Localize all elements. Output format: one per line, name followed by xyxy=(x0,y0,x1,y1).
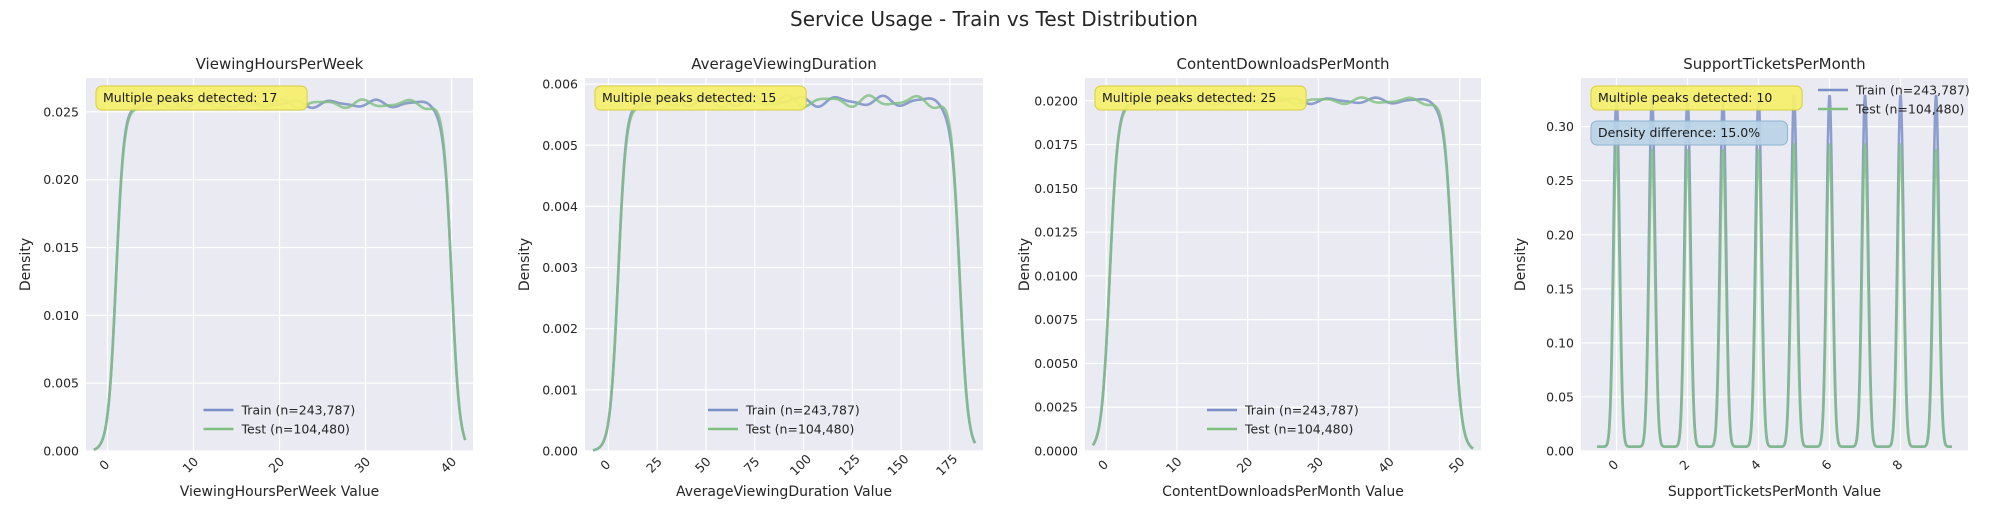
annotation-text-peaks: Multiple peaks detected: 17 xyxy=(103,90,277,105)
x-tick-label: 0 xyxy=(597,457,613,473)
x-tick-label: 30 xyxy=(1304,454,1326,476)
x-tick-label: 10 xyxy=(179,454,201,476)
legend-label-test: Test (n=104,480) xyxy=(1244,422,1353,437)
legend-label-test: Test (n=104,480) xyxy=(1855,102,1964,117)
y-tick-label: 0.006 xyxy=(542,77,578,92)
y-tick-label: 0.0150 xyxy=(1034,181,1078,196)
figure-title: Service Usage - Train vs Test Distributi… xyxy=(790,7,1198,31)
annotation-box-peaks xyxy=(95,85,308,111)
plot-area xyxy=(585,78,983,451)
y-axis-label: Density xyxy=(1513,238,1529,291)
chart-panel-4: 0.00 0.05 0.10 0.15 0.20 0.25 0.30 0 2 4 6 8 Support… xyxy=(1513,55,1970,500)
panel-title: AverageViewingDuration xyxy=(691,55,877,73)
x-tick-label: 8 xyxy=(1889,457,1905,473)
y-tick-label: 0.0175 xyxy=(1034,137,1078,152)
y-tick-label: 0.20 xyxy=(1546,227,1574,242)
y-tick-label: 0.0000 xyxy=(1034,444,1078,459)
y-tick-label: 0.0050 xyxy=(1034,356,1078,371)
legend-label-test: Test (n=104,480) xyxy=(745,422,854,437)
x-tick-label: 20 xyxy=(1234,454,1256,476)
y-tick-label: 0.000 xyxy=(43,444,79,459)
y-axis-label: Density xyxy=(1017,238,1033,291)
x-tick-label: 175 xyxy=(933,451,960,478)
y-tick-label: 0.002 xyxy=(542,321,578,336)
annotation-text-diff: Density difference: 15.0% xyxy=(1598,125,1760,140)
y-tick-label: 0.003 xyxy=(542,260,578,275)
panel-title: ViewingHoursPerWeek xyxy=(196,55,364,73)
x-tick-label: 50 xyxy=(692,454,714,476)
legend-label-train: Train (n=243,787) xyxy=(745,403,860,418)
x-axis-label: SupportTicketsPerMonth Value xyxy=(1668,484,1881,500)
panel-title: SupportTicketsPerMonth xyxy=(1683,55,1865,73)
legend-label-test: Test (n=104,480) xyxy=(241,422,350,437)
x-tick-label: 10 xyxy=(1163,454,1185,476)
y-tick-label: 0.10 xyxy=(1546,335,1574,350)
x-tick-label: 100 xyxy=(787,451,815,479)
annotation-box-peaks xyxy=(1094,85,1307,111)
annotation-text-peaks: Multiple peaks detected: 15 xyxy=(602,90,776,105)
legend-label-train: Train (n=243,787) xyxy=(1244,403,1359,418)
y-tick-label: 0.15 xyxy=(1546,281,1574,296)
chart-panel-2: 0.000 0.001 0.002 0.003 0.004 0.005 0.006 0 25 50… xyxy=(517,55,983,500)
y-tick-label: 0.25 xyxy=(1546,173,1574,188)
series-line-test xyxy=(1596,143,1953,448)
annotation-text-peaks: Multiple peaks detected: 25 xyxy=(1102,90,1276,105)
y-tick-label: 0.0200 xyxy=(1034,93,1078,108)
plot-area xyxy=(1085,78,1481,451)
y-axis-label: Density xyxy=(18,238,34,291)
annotation-box-peaks xyxy=(1590,85,1803,111)
y-tick-label: 0.30 xyxy=(1546,119,1574,134)
chart-panel-1: 0.000 0.005 0.010 0.015 0.020 0.025 0 10 20 30 40 V… xyxy=(18,55,473,500)
legend-label-train: Train (n=243,787) xyxy=(241,403,356,418)
x-tick-label: 4 xyxy=(1747,457,1763,473)
y-tick-label: 0.0100 xyxy=(1034,268,1078,283)
legend-label-train: Train (n=243,787) xyxy=(1855,83,1970,98)
y-tick-label: 0.020 xyxy=(43,172,79,187)
x-tick-label: 125 xyxy=(835,451,862,478)
annotation-box-diff xyxy=(1590,120,1788,146)
y-tick-label: 0.001 xyxy=(542,382,578,397)
y-tick-label: 0.005 xyxy=(43,376,79,391)
y-tick-label: 0.0025 xyxy=(1034,400,1078,415)
x-tick-label: 150 xyxy=(884,451,912,479)
y-tick-label: 0.005 xyxy=(542,138,578,153)
y-tick-label: 0.000 xyxy=(542,444,578,459)
chart-panel-3: 0.0000 0.0025 0.0050 0.0075 0.0100 0.0125 0.01… xyxy=(1017,55,1481,500)
x-tick-label: 75 xyxy=(741,454,763,476)
y-tick-label: 0.0075 xyxy=(1034,312,1078,327)
x-tick-label: 40 xyxy=(437,454,459,476)
x-tick-label: 0 xyxy=(1095,457,1111,473)
annotation-box-peaks xyxy=(594,85,807,111)
x-tick-label: 20 xyxy=(265,454,287,476)
x-tick-label: 40 xyxy=(1375,454,1397,476)
x-axis-label: ViewingHoursPerWeek Value xyxy=(180,484,379,500)
y-tick-label: 0.05 xyxy=(1546,389,1574,404)
annotation-text-peaks: Multiple peaks detected: 10 xyxy=(1598,90,1772,105)
x-axis-label: ContentDownloadsPerMonth Value xyxy=(1162,484,1404,500)
y-axis-label: Density xyxy=(517,238,533,291)
y-tick-label: 0.015 xyxy=(43,240,79,255)
y-tick-label: 0.00 xyxy=(1546,444,1574,459)
x-tick-label: 50 xyxy=(1446,454,1468,476)
y-tick-label: 0.0125 xyxy=(1034,225,1078,240)
y-tick-label: 0.010 xyxy=(43,308,79,323)
y-tick-label: 0.004 xyxy=(542,199,578,214)
panel-title: ContentDownloadsPerMonth xyxy=(1177,55,1390,73)
x-tick-label: 0 xyxy=(96,457,112,473)
x-tick-label: 2 xyxy=(1676,457,1692,473)
y-tick-label: 0.025 xyxy=(43,104,79,119)
x-tick-label: 25 xyxy=(643,454,665,476)
x-tick-label: 6 xyxy=(1818,457,1834,473)
x-tick-label: 0 xyxy=(1605,457,1621,473)
x-tick-label: 30 xyxy=(351,454,373,476)
x-axis-label: AverageViewingDuration Value xyxy=(676,484,892,500)
